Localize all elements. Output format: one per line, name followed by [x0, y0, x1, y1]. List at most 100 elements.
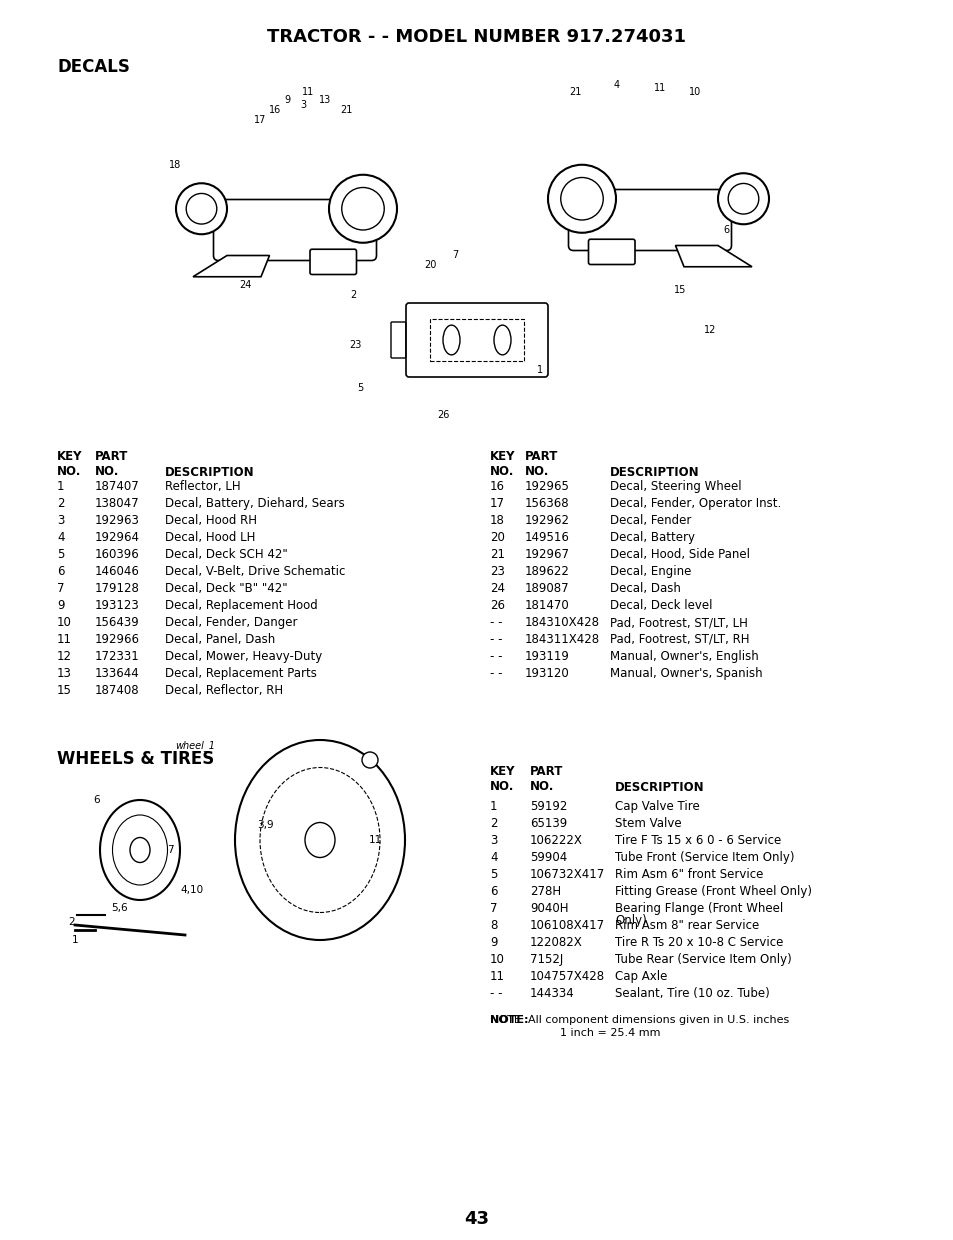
- Text: 181470: 181470: [524, 599, 569, 613]
- Text: Decal, Engine: Decal, Engine: [609, 565, 691, 578]
- Text: 20: 20: [423, 260, 436, 270]
- Text: 187408: 187408: [95, 684, 139, 697]
- Text: Decal, Fender: Decal, Fender: [609, 515, 691, 527]
- Text: 15: 15: [673, 285, 685, 295]
- Circle shape: [341, 187, 384, 229]
- Text: 59192: 59192: [530, 800, 567, 813]
- Text: PART
NO.: PART NO.: [524, 450, 558, 477]
- Text: 7: 7: [452, 250, 457, 260]
- Text: Tire R Ts 20 x 10-8 C Service: Tire R Ts 20 x 10-8 C Service: [615, 936, 782, 949]
- Text: 156368: 156368: [524, 497, 569, 510]
- Text: 10: 10: [57, 616, 71, 629]
- Text: 18: 18: [169, 160, 181, 170]
- Text: 23: 23: [349, 340, 361, 350]
- Text: Pad, Footrest, ST/LT, RH: Pad, Footrest, ST/LT, RH: [609, 632, 749, 646]
- Text: 13: 13: [57, 667, 71, 680]
- Text: Decal, Steering Wheel: Decal, Steering Wheel: [609, 480, 740, 494]
- Text: Cap Axle: Cap Axle: [615, 970, 667, 983]
- Text: Manual, Owner's, English: Manual, Owner's, English: [609, 650, 758, 663]
- Text: 193119: 193119: [524, 650, 569, 663]
- Circle shape: [727, 184, 758, 215]
- Text: 6: 6: [57, 565, 65, 578]
- Text: 4: 4: [490, 851, 497, 864]
- Text: 7: 7: [490, 901, 497, 915]
- Text: 4: 4: [57, 531, 65, 544]
- Text: 3: 3: [57, 515, 64, 527]
- Text: Tire F Ts 15 x 6 0 - 6 Service: Tire F Ts 15 x 6 0 - 6 Service: [615, 835, 781, 847]
- Text: 189622: 189622: [524, 565, 569, 578]
- Text: 20: 20: [490, 531, 504, 544]
- Text: Decal, Deck SCH 42": Decal, Deck SCH 42": [165, 548, 288, 560]
- Text: KEY
NO.: KEY NO.: [57, 450, 82, 477]
- Text: 2: 2: [490, 817, 497, 830]
- Text: 156439: 156439: [95, 616, 139, 629]
- Circle shape: [547, 165, 616, 233]
- Text: 11: 11: [57, 632, 71, 646]
- Text: 6: 6: [93, 795, 100, 805]
- Text: 17: 17: [490, 497, 504, 510]
- Text: 59904: 59904: [530, 851, 567, 864]
- Text: 192963: 192963: [95, 515, 140, 527]
- Text: KEY
NO.: KEY NO.: [490, 450, 515, 477]
- Text: 146046: 146046: [95, 565, 140, 578]
- Text: Decal, Reflector, RH: Decal, Reflector, RH: [165, 684, 283, 697]
- Ellipse shape: [305, 822, 335, 858]
- Text: 5: 5: [57, 548, 64, 560]
- Text: 6: 6: [722, 224, 728, 236]
- Text: 144334: 144334: [530, 987, 574, 999]
- Text: 12: 12: [57, 650, 71, 663]
- Text: TRACTOR - - MODEL NUMBER 917.274031: TRACTOR - - MODEL NUMBER 917.274031: [267, 29, 686, 46]
- Text: 9040H: 9040H: [530, 901, 568, 915]
- Circle shape: [718, 174, 768, 224]
- Text: Decal, Fender, Operator Inst.: Decal, Fender, Operator Inst.: [609, 497, 781, 510]
- Text: Tube Front (Service Item Only): Tube Front (Service Item Only): [615, 851, 794, 864]
- Text: 8: 8: [490, 919, 497, 932]
- Text: Reflector, LH: Reflector, LH: [165, 480, 240, 494]
- Text: Fitting Grease (Front Wheel Only): Fitting Grease (Front Wheel Only): [615, 885, 811, 898]
- Text: NOTE:: NOTE:: [490, 1016, 528, 1025]
- Text: Decal, Battery, Diehard, Sears: Decal, Battery, Diehard, Sears: [165, 497, 344, 510]
- Text: 26: 26: [490, 599, 504, 613]
- Text: Rim Asm 6" front Service: Rim Asm 6" front Service: [615, 868, 762, 880]
- Text: 7: 7: [57, 582, 65, 595]
- Text: 9: 9: [490, 936, 497, 949]
- Text: 5,6: 5,6: [112, 903, 128, 913]
- Ellipse shape: [100, 800, 180, 900]
- Text: Decal, Fender, Danger: Decal, Fender, Danger: [165, 616, 297, 629]
- Text: 21: 21: [490, 548, 504, 560]
- Text: 1: 1: [71, 935, 78, 945]
- Text: 138047: 138047: [95, 497, 139, 510]
- Text: 4,10: 4,10: [180, 885, 203, 895]
- Text: Decal, Replacement Parts: Decal, Replacement Parts: [165, 667, 316, 680]
- Text: Stem Valve: Stem Valve: [615, 817, 680, 830]
- Circle shape: [361, 751, 377, 768]
- Circle shape: [560, 177, 602, 219]
- Text: 43: 43: [464, 1210, 489, 1228]
- Text: 11: 11: [368, 835, 381, 844]
- Text: Bearing Flange (Front Wheel: Bearing Flange (Front Wheel: [615, 901, 782, 915]
- Text: 1: 1: [57, 480, 65, 494]
- Text: 9: 9: [57, 599, 65, 613]
- Text: NOTE: All component dimensions given in U.S. inches: NOTE: All component dimensions given in …: [490, 1016, 788, 1025]
- Circle shape: [329, 175, 396, 243]
- Text: 1: 1: [490, 800, 497, 813]
- Text: 184310X428: 184310X428: [524, 616, 599, 629]
- Text: 2: 2: [350, 290, 355, 300]
- Text: 24: 24: [238, 280, 251, 290]
- Text: 16: 16: [490, 480, 504, 494]
- Text: Decal, Dash: Decal, Dash: [609, 582, 680, 595]
- Text: 15: 15: [57, 684, 71, 697]
- Text: 2: 2: [57, 497, 65, 510]
- Text: 122082X: 122082X: [530, 936, 582, 949]
- Text: 12: 12: [703, 325, 716, 335]
- Text: - -: - -: [490, 667, 502, 680]
- Text: 3: 3: [299, 100, 306, 110]
- Text: 1: 1: [537, 365, 542, 374]
- Text: 160396: 160396: [95, 548, 139, 560]
- Text: Sealant, Tire (10 oz. Tube): Sealant, Tire (10 oz. Tube): [615, 987, 769, 999]
- Bar: [430, 319, 523, 361]
- Text: - -: - -: [490, 632, 502, 646]
- Text: 278H: 278H: [530, 885, 560, 898]
- Text: DESCRIPTION: DESCRIPTION: [609, 466, 699, 479]
- Text: 193120: 193120: [524, 667, 569, 680]
